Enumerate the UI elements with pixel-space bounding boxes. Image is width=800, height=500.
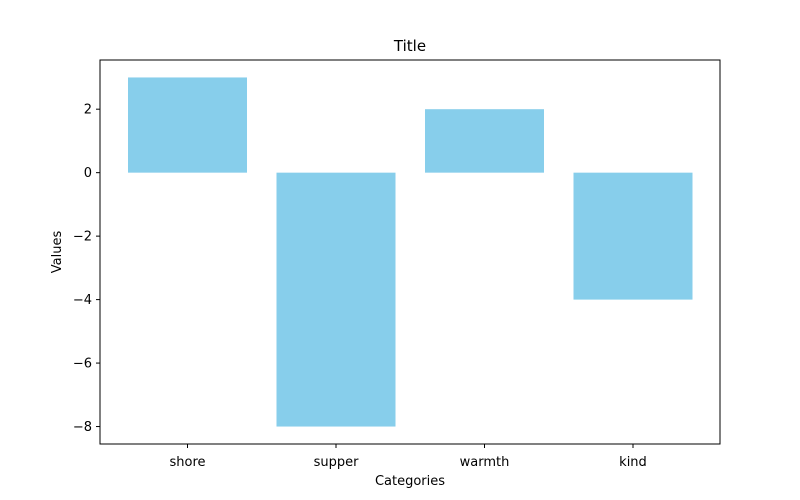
bars-group [128,77,693,427]
bar-warmth [425,109,544,173]
bar-kind [573,172,693,300]
x-tick-label: kind [619,455,647,470]
x-axis-label: Categories [375,474,445,489]
plot-frame [99,59,721,445]
y-axis: 2 0 −2 −4 −6 −8 [73,103,100,435]
x-tick-label: warmth [460,455,510,470]
y-tick-label: −2 [73,230,92,245]
x-axis: shore supper warmth kind [169,444,647,470]
y-axis-label: Values [50,231,65,274]
y-tick-label: −4 [73,293,92,308]
chart-title: Title [393,37,426,55]
x-tick-label: supper [314,455,360,470]
bar-shore [128,77,247,173]
y-tick-label: 0 [84,166,92,181]
y-tick-label: −8 [73,420,92,435]
bar-supper [276,172,396,427]
y-tick-label: −6 [73,357,92,372]
x-tick-label: shore [169,455,205,470]
y-tick-label: 2 [84,103,92,118]
